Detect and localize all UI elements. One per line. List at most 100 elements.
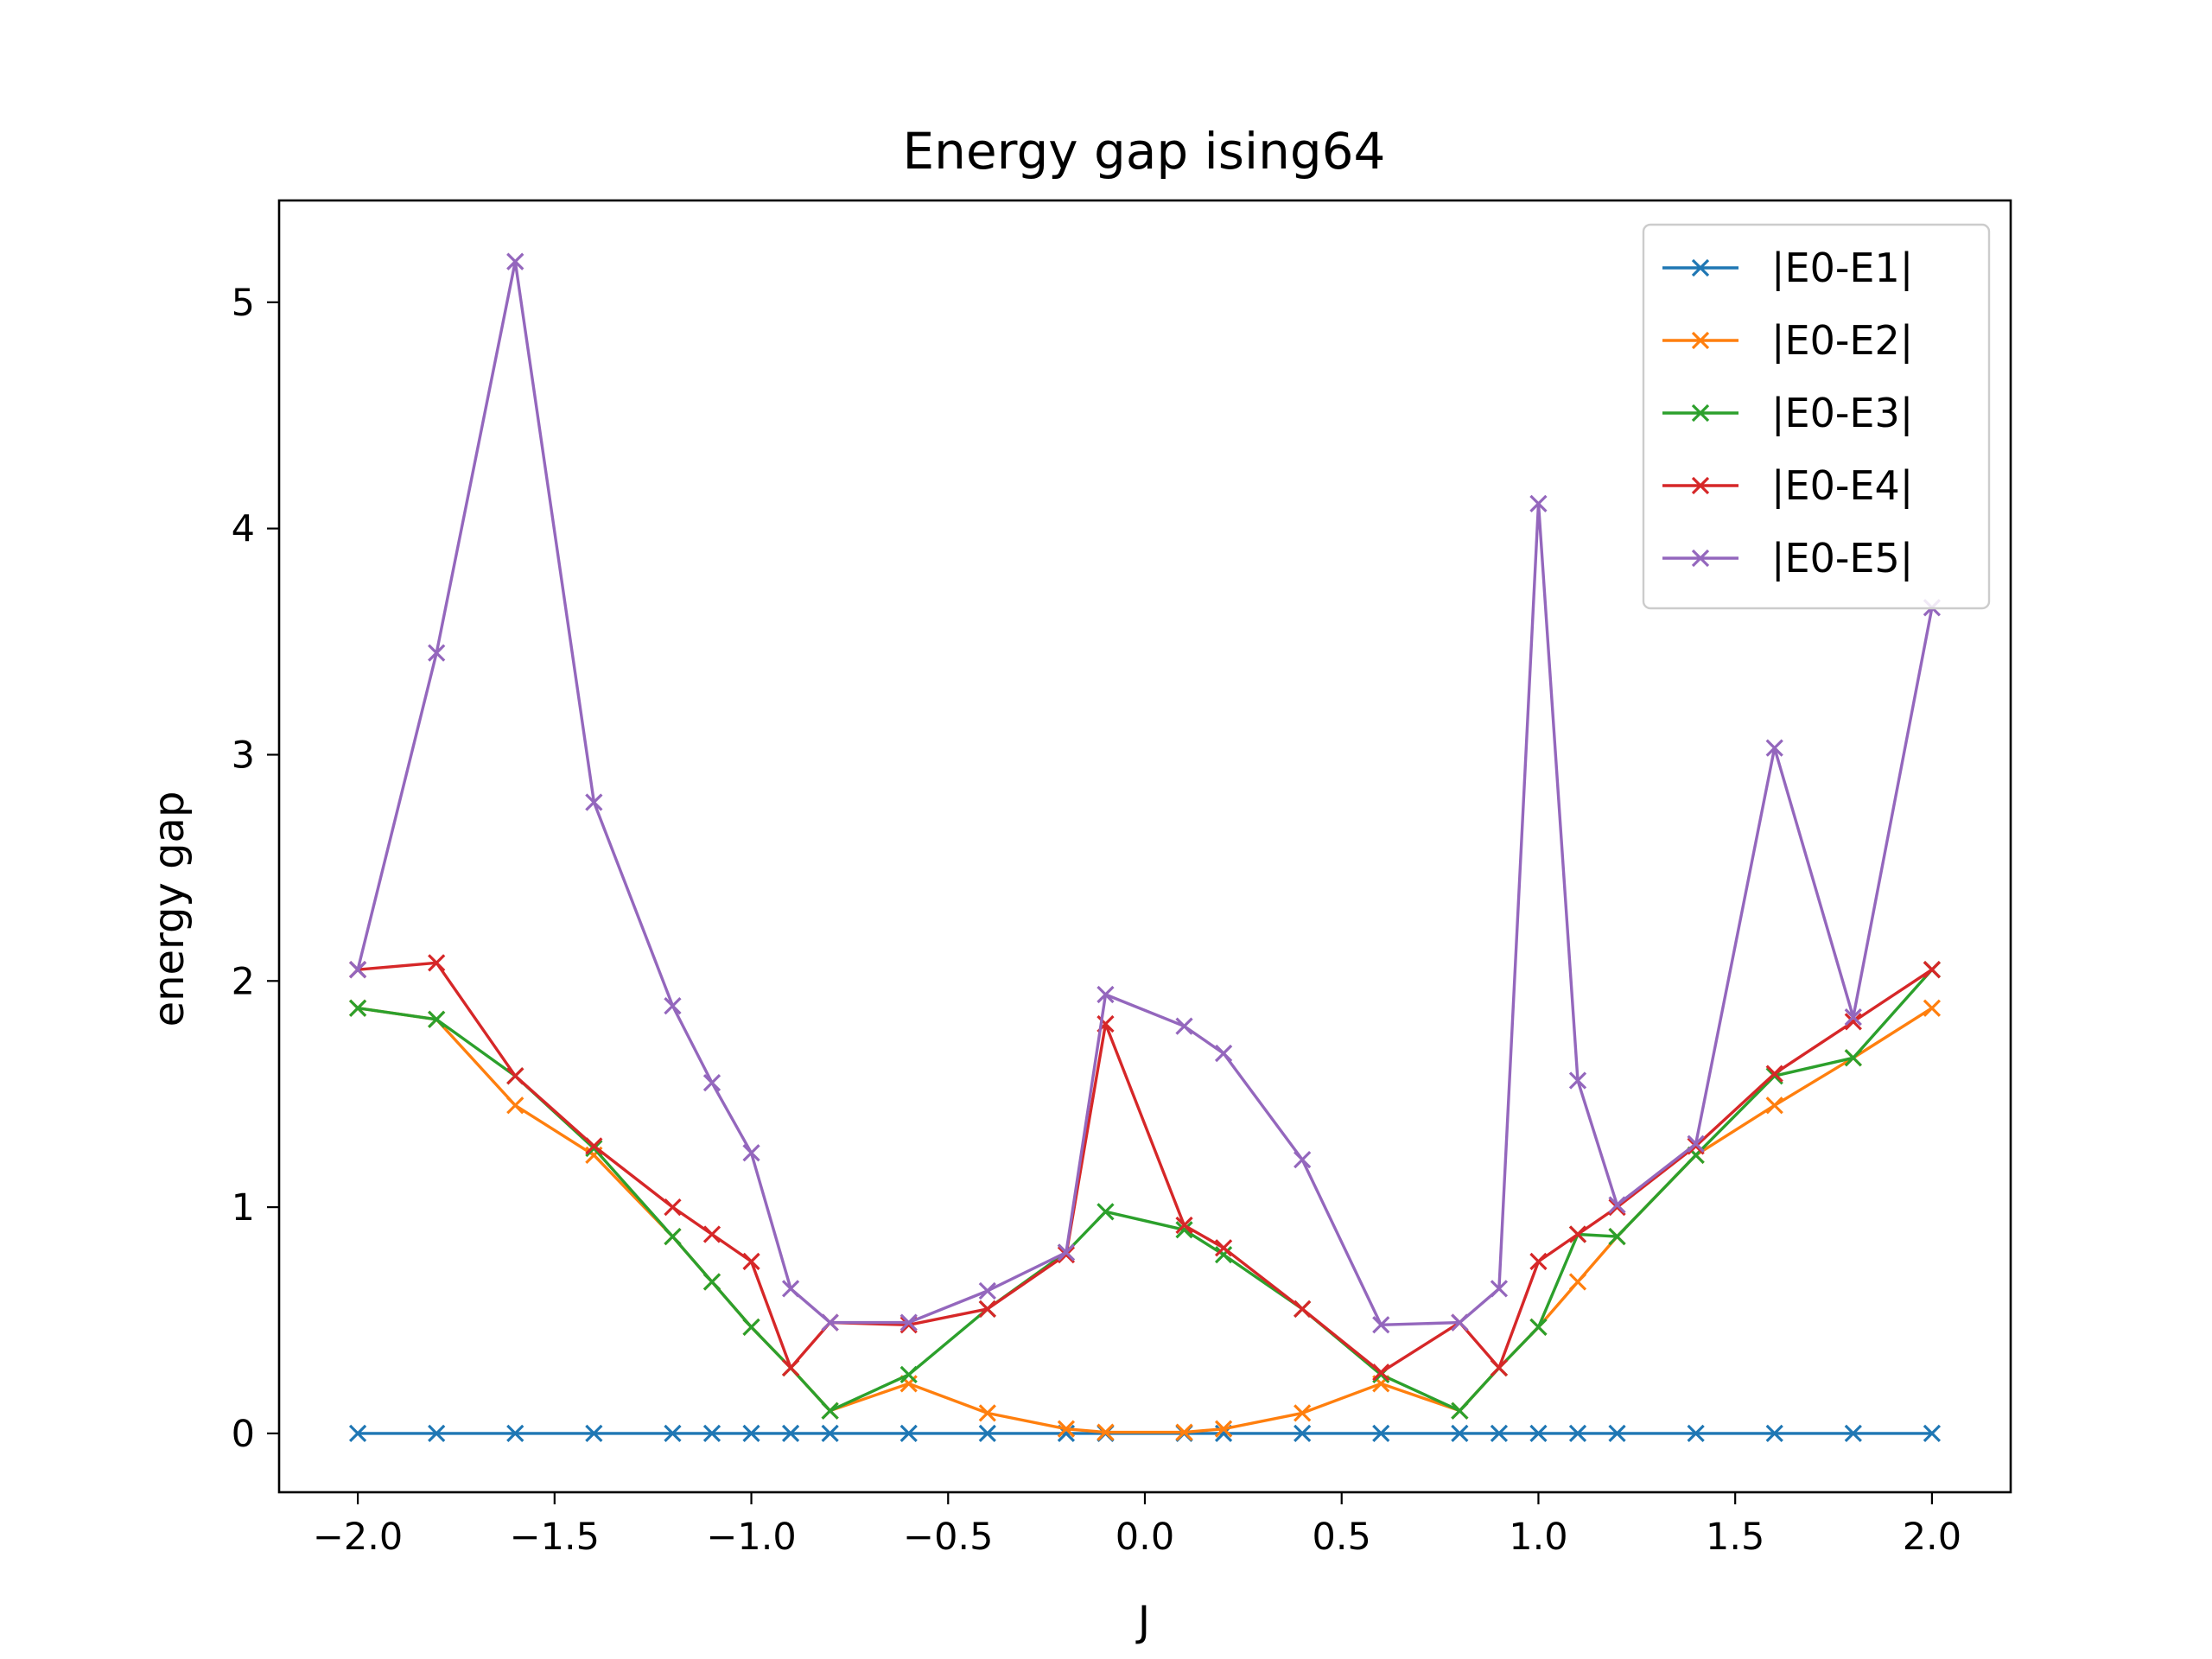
data-point bbox=[1568, 1424, 1587, 1443]
data-point bbox=[781, 1358, 800, 1377]
data-point bbox=[1687, 1424, 1705, 1443]
data-point bbox=[428, 954, 446, 972]
data-point bbox=[1568, 1273, 1587, 1291]
data-point bbox=[1214, 1239, 1233, 1257]
data-point bbox=[1057, 1243, 1076, 1262]
y-tick-label: 3 bbox=[232, 734, 255, 777]
data-point bbox=[1096, 1423, 1115, 1441]
legend-label: |E0-E3| bbox=[1771, 390, 1913, 437]
data-point bbox=[428, 1010, 446, 1028]
x-tick-label: −2.0 bbox=[313, 1516, 403, 1559]
legend: |E0-E1| |E0-E2| |E0-E3| |E0-E4| |E0-E5| bbox=[1642, 223, 1991, 610]
data-point bbox=[1175, 1017, 1193, 1035]
data-point bbox=[1490, 1424, 1509, 1443]
data-point bbox=[1608, 1196, 1626, 1214]
data-point bbox=[1923, 961, 1942, 979]
data-point bbox=[1451, 1402, 1469, 1420]
x-tick-label: −1.5 bbox=[510, 1516, 600, 1559]
data-point bbox=[821, 1402, 839, 1420]
data-point bbox=[1844, 1424, 1862, 1443]
x-tick-label: 1.5 bbox=[1706, 1516, 1764, 1559]
data-point bbox=[1175, 1221, 1193, 1239]
data-point bbox=[1568, 1071, 1587, 1090]
x-tick-label: 0.5 bbox=[1313, 1516, 1371, 1559]
data-point bbox=[978, 1281, 996, 1300]
legend-entry: |E0-E3| bbox=[1662, 390, 1913, 437]
data-point bbox=[1372, 1363, 1390, 1382]
data-point bbox=[1057, 1420, 1076, 1438]
data-point bbox=[664, 1228, 682, 1246]
y-tick-label: 1 bbox=[232, 1186, 255, 1230]
data-point bbox=[428, 644, 446, 662]
data-point bbox=[1057, 1245, 1076, 1264]
data-point bbox=[702, 1273, 721, 1291]
data-point bbox=[742, 1144, 760, 1162]
data-point bbox=[1175, 1216, 1193, 1235]
legend-marker bbox=[1691, 549, 1710, 568]
data-point bbox=[1214, 1044, 1233, 1063]
data-point bbox=[1529, 1318, 1548, 1337]
series-5 bbox=[348, 252, 1942, 1334]
data-point bbox=[585, 1424, 603, 1443]
data-point bbox=[1294, 1404, 1312, 1422]
data-point bbox=[1372, 1316, 1390, 1334]
data-point bbox=[506, 1067, 524, 1085]
data-point bbox=[1096, 1203, 1115, 1221]
y-axis-label: energy gap bbox=[145, 791, 194, 1027]
data-point bbox=[978, 1404, 996, 1422]
data-point bbox=[1608, 1228, 1626, 1246]
data-point bbox=[1529, 494, 1548, 512]
x-tick-label: 2.0 bbox=[1903, 1516, 1961, 1559]
data-point bbox=[702, 1073, 721, 1092]
data-point bbox=[742, 1252, 760, 1271]
x-tick-label: −0.5 bbox=[903, 1516, 993, 1559]
data-point bbox=[1844, 1049, 1862, 1067]
x-tick-label: −1.0 bbox=[706, 1516, 796, 1559]
legend-entry: |E0-E1| bbox=[1662, 245, 1913, 292]
data-point bbox=[978, 1424, 996, 1443]
data-point bbox=[1765, 739, 1783, 757]
data-point bbox=[899, 1365, 918, 1383]
data-point bbox=[781, 1424, 800, 1443]
data-point bbox=[506, 1424, 524, 1443]
legend-marker bbox=[1691, 404, 1710, 423]
chart-title: Energy gap ising64 bbox=[903, 122, 1386, 181]
data-point bbox=[1844, 1008, 1862, 1027]
data-point bbox=[702, 1424, 721, 1443]
legend-marker bbox=[1691, 476, 1710, 495]
data-point bbox=[978, 1300, 996, 1319]
data-point bbox=[1529, 1252, 1548, 1271]
data-point bbox=[1923, 999, 1942, 1017]
series-line-4 bbox=[357, 961, 1933, 1374]
data-point bbox=[1294, 1150, 1312, 1169]
series-4 bbox=[348, 954, 1942, 1382]
data-point bbox=[821, 1424, 839, 1443]
legend-entry: |E0-E4| bbox=[1662, 462, 1913, 510]
data-point bbox=[1687, 1135, 1705, 1153]
data-point bbox=[1765, 1424, 1783, 1443]
data-point bbox=[1529, 1424, 1548, 1443]
data-point bbox=[899, 1313, 918, 1332]
legend-label: |E0-E2| bbox=[1771, 317, 1913, 365]
data-point bbox=[348, 1424, 367, 1443]
data-point bbox=[1372, 1424, 1390, 1443]
data-point bbox=[1294, 1424, 1312, 1443]
data-point bbox=[428, 1424, 446, 1443]
data-point bbox=[348, 999, 367, 1017]
axes: −2.0 −1.5 −1.0 −0.5 0.0 0.5 1.0 1.5 2.0 0 1 2 3 4 5 bbox=[232, 199, 2012, 1559]
data-point bbox=[1765, 1096, 1783, 1115]
data-point bbox=[664, 1198, 682, 1217]
series-line-3 bbox=[357, 969, 1934, 1413]
data-point bbox=[1687, 1137, 1705, 1155]
legend-marker bbox=[1691, 331, 1710, 350]
data-point bbox=[821, 1313, 839, 1332]
data-point bbox=[585, 793, 603, 811]
data-point bbox=[506, 252, 524, 270]
x-tick-label: 1.0 bbox=[1509, 1516, 1567, 1559]
x-axis-label: J bbox=[1135, 1598, 1150, 1646]
legend-entry: |E0-E2| bbox=[1662, 317, 1913, 365]
data-point bbox=[702, 1225, 721, 1243]
series-3 bbox=[348, 961, 1942, 1420]
data-point bbox=[1096, 985, 1115, 1004]
